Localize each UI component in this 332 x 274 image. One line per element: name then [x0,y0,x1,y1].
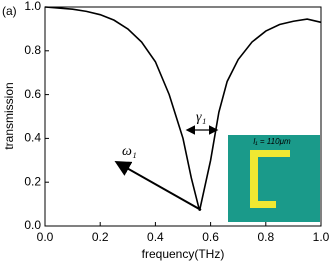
x-tick-label: 1.0 [313,230,330,244]
line [44,6,322,211]
y-tick-label: 0.0 [24,218,41,232]
inset [228,135,320,222]
x-tick-label: 0.4 [147,230,164,244]
y-tick-label: 1.0 [24,0,41,13]
plot-frame [44,6,322,227]
inset-label: l₁ = 110μm [253,137,291,146]
x-tick-label: 0.8 [257,230,274,244]
inset-resonator [250,150,290,208]
x-axis-label: frequency(THz) [142,247,225,261]
y-tick-label: 0.4 [24,131,41,145]
annotation: ω₁ [122,144,137,159]
panel-label: (a) [2,4,17,18]
y-axis-label: transmission [2,82,16,149]
y-tick-label: 0.6 [24,87,41,101]
x-tick-label: 0.0 [37,230,54,244]
y-tick-label: 0.2 [24,174,41,188]
y-tick-label: 0.8 [24,43,41,57]
annotation: γ₁ [196,110,206,125]
x-tick-label: 0.2 [92,230,109,244]
x-tick-label: 0.6 [202,230,219,244]
arrow [114,161,202,211]
